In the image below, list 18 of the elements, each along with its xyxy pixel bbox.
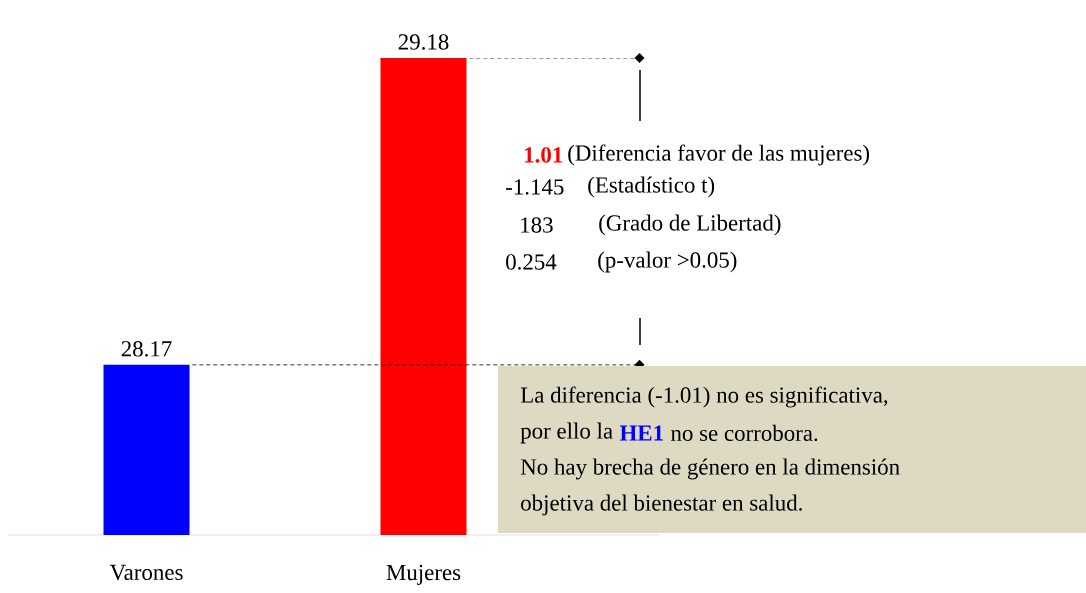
annotation: La diferencia (-1.01) no es significativa, bbox=[520, 386, 888, 408]
text: no se corrobora. bbox=[671, 425, 818, 442]
data-label: 28.17 bbox=[121, 341, 172, 357]
annotation: por ello la bbox=[520, 422, 613, 444]
annotation: 183 bbox=[521, 217, 553, 233]
annotation: (p-valor >0.05) bbox=[598, 251, 737, 273]
x-tick-label: Varones bbox=[109, 565, 183, 581]
annotation: (Estadístico t) bbox=[588, 176, 715, 198]
x-tick-label: Mujeres bbox=[386, 565, 461, 586]
annotation: HE1 bbox=[619, 425, 663, 441]
annotation: -1.145 bbox=[506, 179, 564, 195]
data-label: 29.18 bbox=[398, 34, 449, 51]
annotation: No hay brecha de género en la dimensión bbox=[520, 458, 900, 480]
annotation: 1.01 bbox=[525, 147, 563, 164]
annotation: (Diferencia favor de las mujeres) bbox=[568, 144, 870, 166]
annotation: 0.254 bbox=[506, 254, 557, 271]
annotation: objetiva del bienestar en salud. bbox=[521, 494, 802, 516]
annotation: (Grado de Libertad) bbox=[599, 214, 781, 236]
